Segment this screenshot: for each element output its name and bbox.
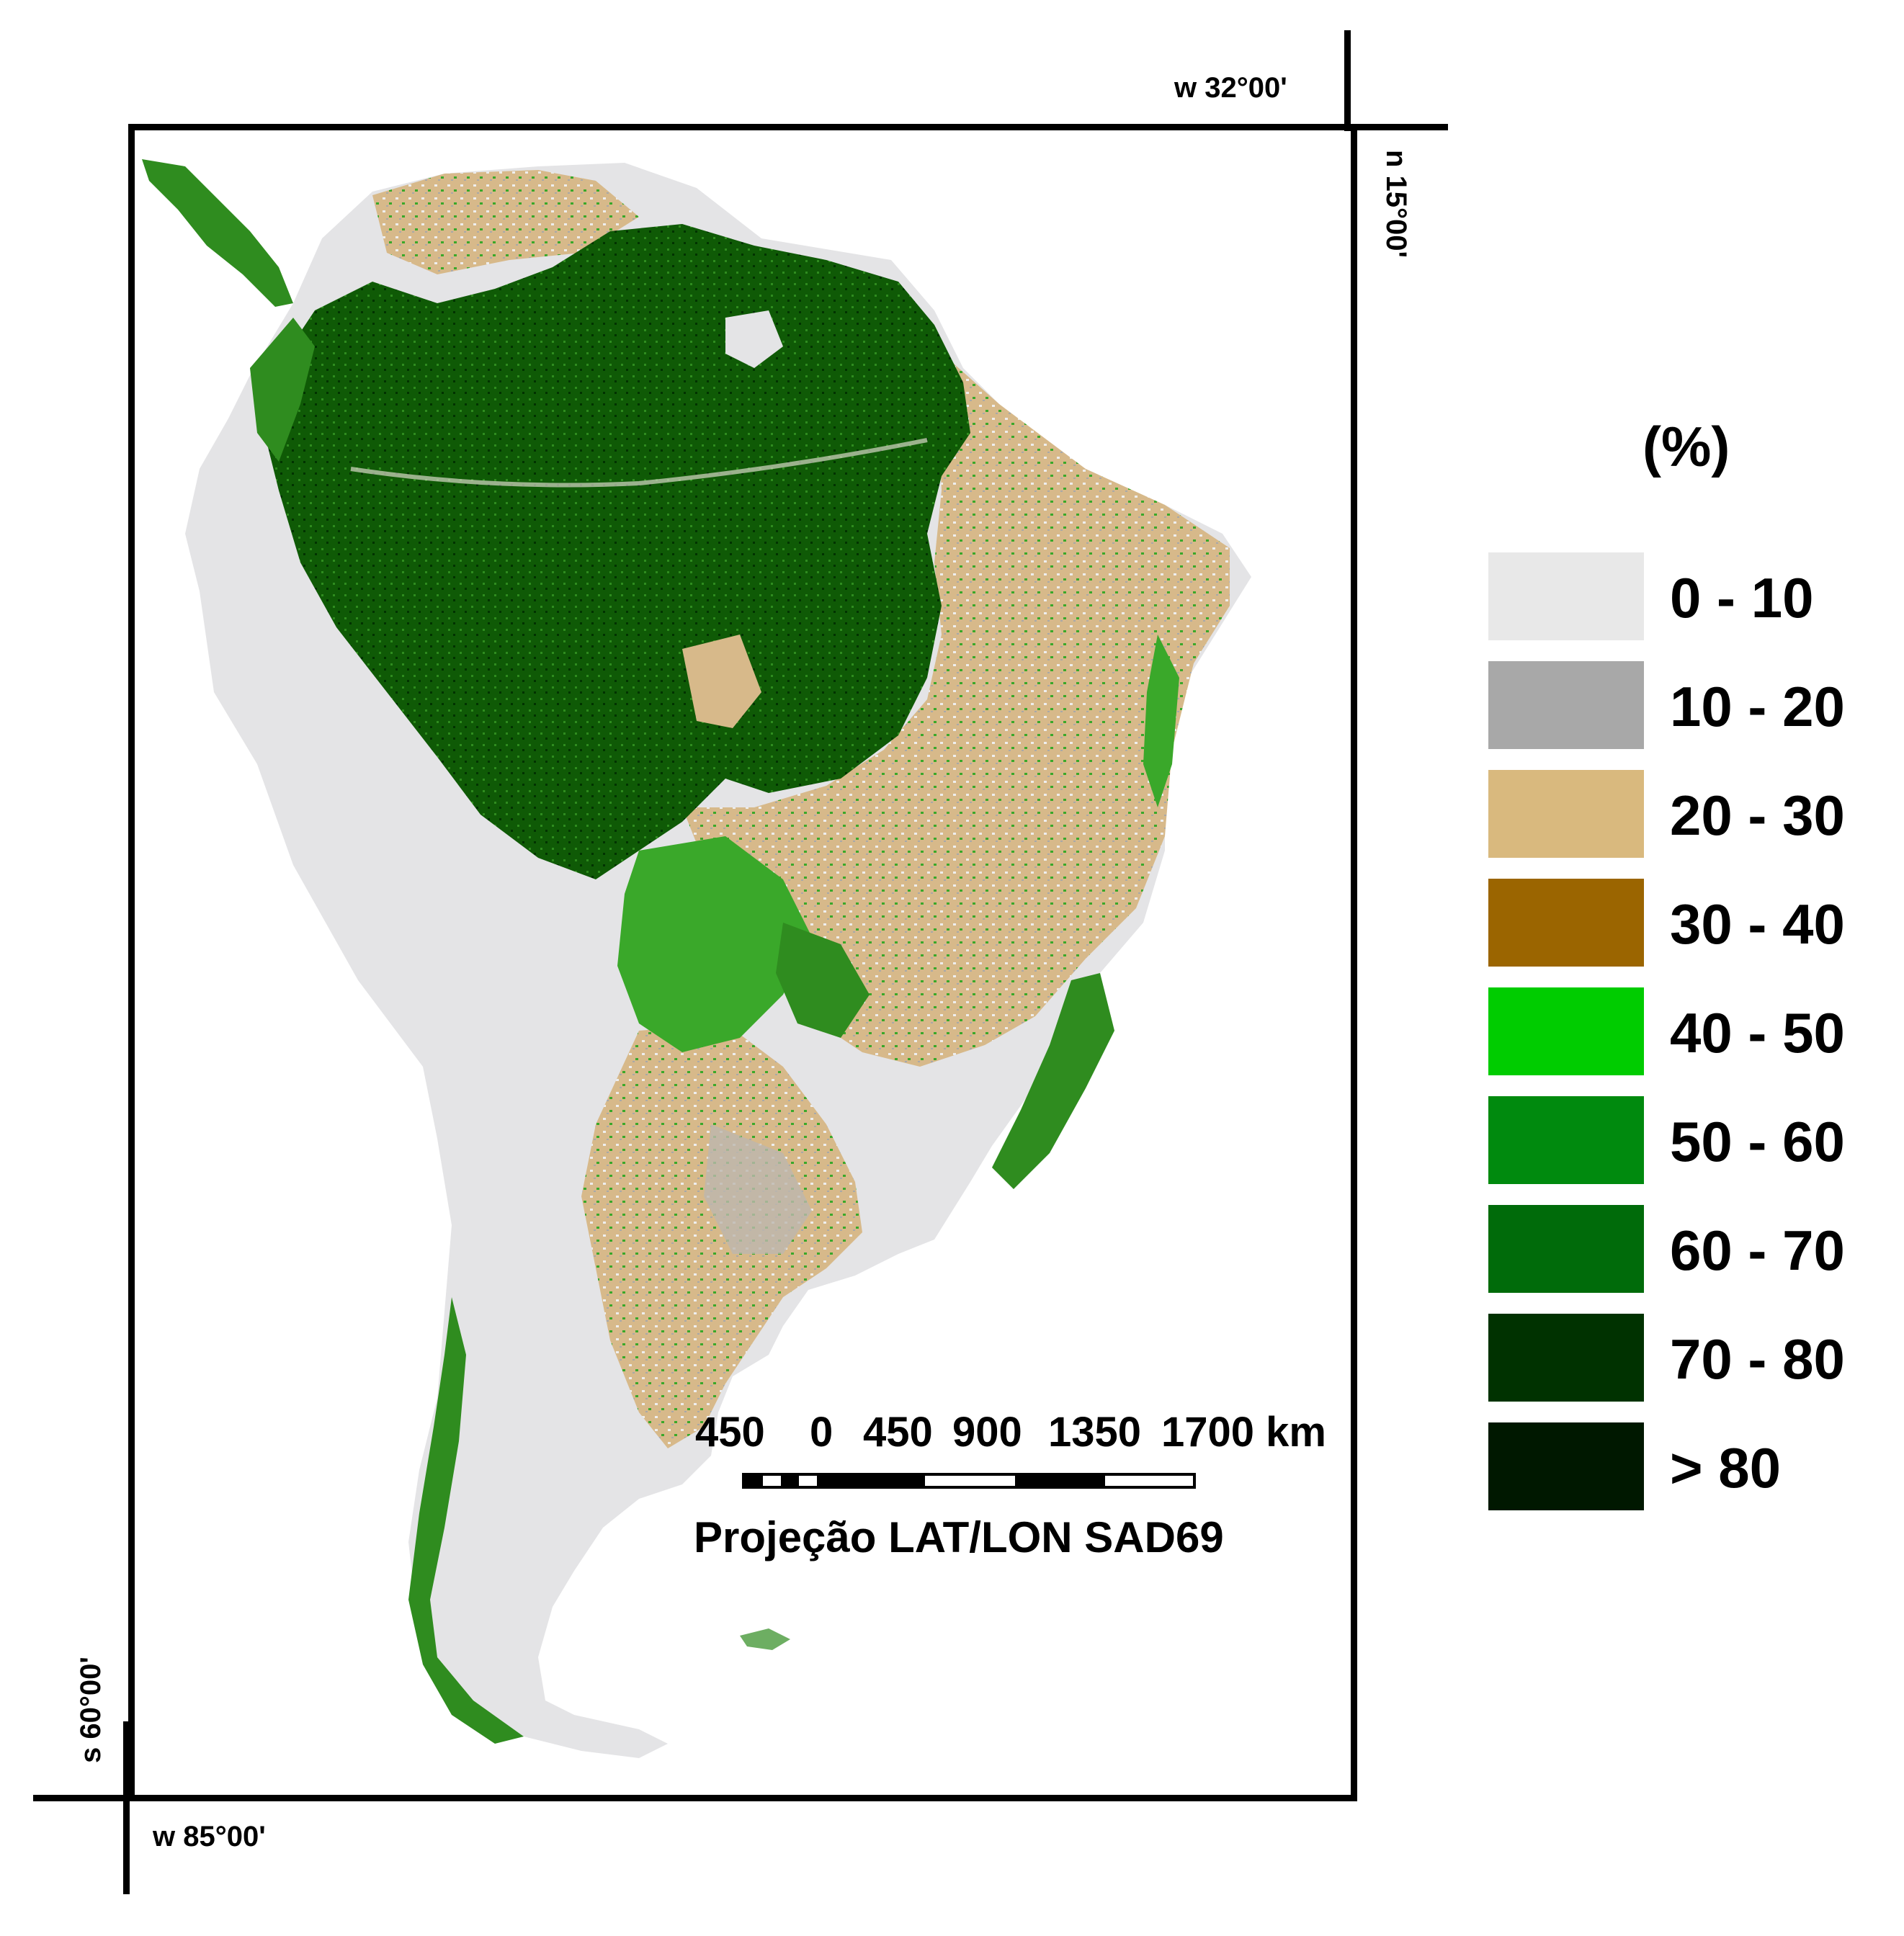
scale-bar-segment: [817, 1476, 835, 1486]
savanna-pampa-grey: [704, 1124, 812, 1254]
legend-swatch: [1488, 770, 1644, 858]
coord-top-right-longitude: w 32°00': [1174, 72, 1287, 104]
coord-bottom-left-longitude: w 85°00': [153, 1821, 266, 1852]
legend-label: 20 - 30: [1670, 784, 1845, 847]
pantanal-forest: [776, 923, 870, 1038]
tree-cover-map: [142, 159, 1251, 1758]
scale-bar-segment: [1015, 1476, 1105, 1486]
legend-swatch: [1488, 879, 1644, 967]
legend-swatch: [1488, 1314, 1644, 1402]
legend-swatch: [1488, 1205, 1644, 1293]
legend-swatch: [1488, 1096, 1644, 1184]
amazon-forest: [264, 224, 970, 879]
legend-label: 40 - 50: [1670, 1001, 1845, 1065]
legend-label: > 80: [1670, 1436, 1781, 1500]
scale-label: 450: [863, 1409, 933, 1456]
northern-andes-forest: [250, 318, 315, 462]
corner-tick-top-right-horizontal: [1344, 124, 1448, 130]
map-frame: [128, 124, 1357, 1801]
amazon-river: [350, 438, 928, 488]
scale-bar-segment: [745, 1476, 763, 1486]
legend-label: 70 - 80: [1670, 1327, 1845, 1391]
legend-label: 50 - 60: [1670, 1110, 1845, 1173]
legend-label: 10 - 20: [1670, 675, 1845, 738]
savanna-patch-roraima: [725, 310, 783, 368]
legend-label: 30 - 40: [1670, 892, 1845, 956]
chaco-forest: [617, 836, 812, 1052]
savanna-north: [372, 170, 639, 274]
projection-label: Projeção LAT/LON SAD69: [694, 1513, 1224, 1561]
legend-title: (%): [1642, 415, 1730, 478]
legend-swatch: [1488, 987, 1644, 1075]
legend-swatch: [1488, 552, 1644, 640]
coord-bottom-left-latitude: s 60°00': [75, 1657, 107, 1763]
scale-label: 0: [810, 1409, 833, 1456]
falkland-islands: [740, 1628, 790, 1650]
savanna-cerrado: [682, 346, 1230, 1067]
corner-tick-bottom-left-horizontal: [33, 1795, 228, 1801]
corner-tick-bottom-left-vertical: [123, 1721, 130, 1894]
scale-label: 1700 km: [1161, 1409, 1326, 1456]
scale-bar-segment: [781, 1476, 799, 1486]
chile-forest: [408, 1297, 524, 1744]
central-america-landmass: [142, 159, 293, 307]
legend-swatch: [1488, 661, 1644, 749]
scale-bar: [742, 1473, 1196, 1489]
atlantic-forest: [992, 973, 1114, 1189]
scale-bar-segment: [835, 1476, 925, 1486]
scale-label: 900: [952, 1409, 1022, 1456]
scale-label: 1350: [1048, 1409, 1142, 1456]
coord-top-right-latitude: n 15°00': [1380, 150, 1412, 259]
legend-label: 0 - 10: [1670, 566, 1814, 629]
scale-label: 450: [695, 1409, 765, 1456]
legend-label: 60 - 70: [1670, 1219, 1845, 1282]
savanna-patch-central: [682, 635, 761, 728]
legend-swatch: [1488, 1422, 1644, 1510]
scale-bar-labels: 450 0 450 900 1350 1700 km: [0, 1408, 1904, 1458]
savanna-chaco-pampa: [581, 1023, 862, 1448]
corner-tick-top-right-vertical: [1344, 30, 1351, 131]
atlantic-forest-north: [1143, 635, 1179, 807]
